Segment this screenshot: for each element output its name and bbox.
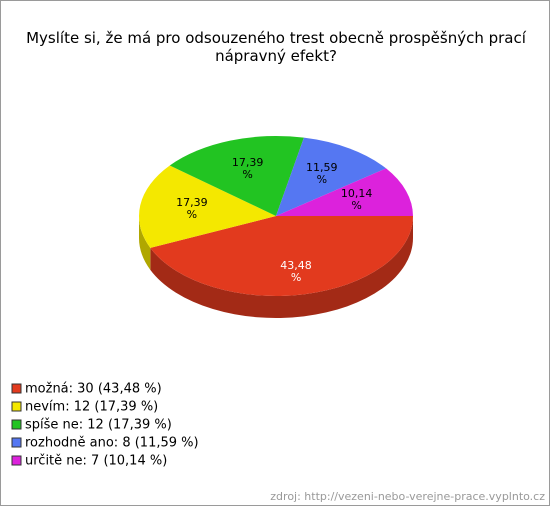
- slice-side: [150, 216, 414, 319]
- legend-label: možná: 30 (43,48 %): [25, 382, 162, 397]
- value-label: 10,14 %: [340, 188, 373, 213]
- slice: [276, 137, 387, 216]
- slice: [150, 216, 414, 296]
- value-label-box: 10,14 %: [340, 188, 373, 213]
- chart-title: Myslíte si, že má pro odsouzeného trest …: [26, 29, 526, 65]
- slice: [169, 136, 304, 216]
- slice-side: [139, 216, 151, 270]
- value-label-box: 17,39 %: [231, 157, 264, 182]
- legend-label: nevím: 12 (17,39 %): [25, 400, 158, 415]
- slice: [139, 165, 276, 248]
- value-label-box: 43,48 %: [280, 260, 312, 285]
- legend-swatch: [11, 419, 22, 430]
- slice: [276, 168, 413, 216]
- legend-label: určitě ne: 7 (10,14 %): [25, 454, 167, 469]
- value-label: 11,59 %: [306, 162, 338, 187]
- value-label: 43,48 %: [280, 260, 312, 285]
- value-label: 17,39 %: [176, 197, 208, 222]
- source-note: zdroj: http://vezeni-nebo-verejne-prace.…: [270, 490, 545, 503]
- legend-swatch: [11, 437, 22, 448]
- legend-label: spíše ne: 12 (17,39 %): [25, 418, 172, 433]
- value-label: 17,39 %: [231, 157, 264, 182]
- value-label-box: 17,39 %: [176, 197, 208, 222]
- legend-swatch: [11, 401, 22, 412]
- legend-swatch: [11, 383, 22, 394]
- legend-label: rozhodně ano: 8 (11,59 %): [25, 436, 199, 451]
- value-label-box: 11,59 %: [306, 162, 338, 187]
- legend-swatch: [11, 455, 22, 466]
